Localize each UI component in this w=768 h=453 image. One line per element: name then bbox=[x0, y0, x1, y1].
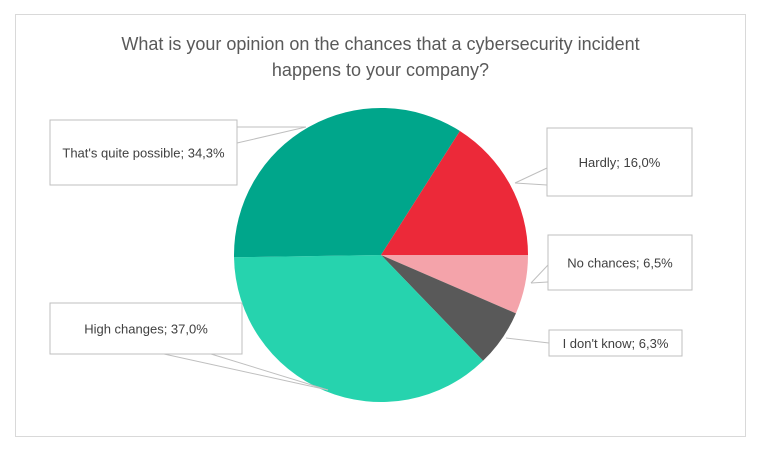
pie-slice-i-don-t-know bbox=[381, 255, 516, 361]
data-label-box bbox=[49, 119, 238, 186]
leader-line bbox=[514, 167, 548, 184]
leader-line bbox=[530, 264, 549, 284]
chart-title-line-2: happens to your company? bbox=[271, 60, 490, 80]
chart-title-line-1: What is your opinion on the chances that… bbox=[121, 34, 640, 54]
pie-slice-hardly bbox=[381, 130, 528, 255]
data-label: Hardly; 16,0% bbox=[579, 155, 661, 170]
leader-line bbox=[236, 126, 307, 144]
data-label-box bbox=[49, 302, 243, 355]
data-label-box bbox=[548, 329, 683, 357]
leader-line bbox=[210, 353, 329, 391]
data-label: I don't know; 6,3% bbox=[563, 336, 669, 351]
leader-line bbox=[163, 353, 329, 391]
leader-line bbox=[505, 337, 550, 344]
data-label-box bbox=[546, 127, 693, 197]
leader-line bbox=[530, 281, 549, 284]
data-label: No chances; 6,5% bbox=[567, 256, 673, 271]
data-label: High changes; 37,0% bbox=[84, 322, 208, 337]
pie-slice-that-s-quite-possible bbox=[234, 108, 460, 258]
pie-slice-high-changes bbox=[234, 255, 484, 403]
chart-frame bbox=[15, 14, 746, 437]
data-label-box bbox=[547, 234, 693, 291]
leader-line bbox=[514, 182, 548, 186]
pie-slice-no-chances bbox=[381, 255, 528, 314]
data-label: That's quite possible; 34,3% bbox=[62, 146, 225, 161]
